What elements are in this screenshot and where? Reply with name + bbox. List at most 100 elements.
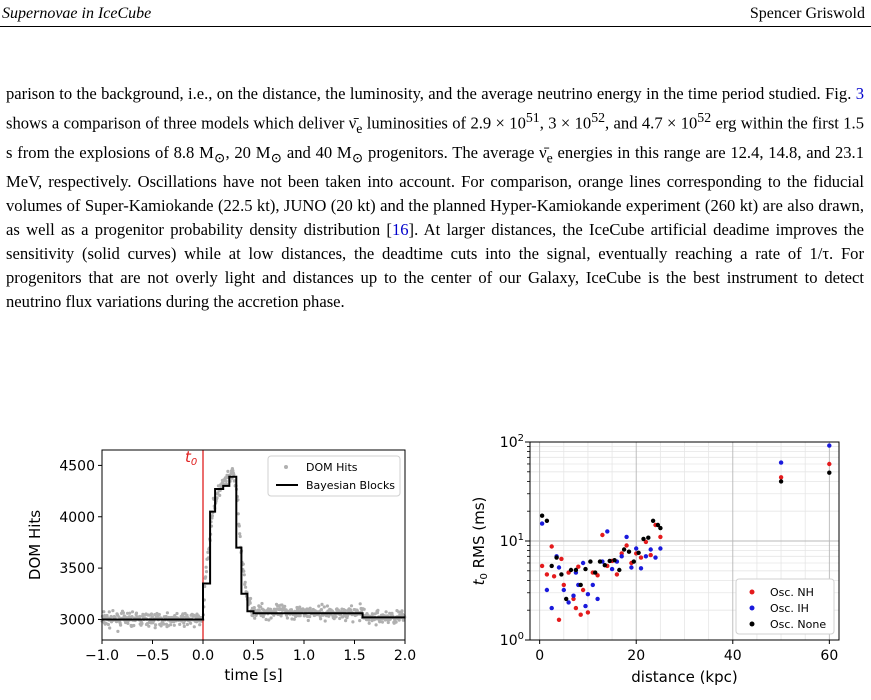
dom-hits-point xyxy=(358,619,362,623)
dom-hits-point xyxy=(210,514,214,518)
dom-hits-point xyxy=(204,570,209,574)
legend-bayesian-blocks: Bayesian Blocks xyxy=(306,479,395,492)
dom-hits-point xyxy=(119,623,123,627)
data-point xyxy=(549,544,554,549)
dom-hits-point xyxy=(113,615,117,619)
data-point xyxy=(617,567,622,573)
data-point xyxy=(559,556,564,562)
dom-hits-point xyxy=(189,621,193,625)
dom-hits-point xyxy=(367,618,371,622)
data-point xyxy=(607,558,612,564)
dom-hits-point xyxy=(138,614,142,619)
dom-hits-point xyxy=(322,605,326,609)
data-point xyxy=(658,546,663,551)
dom-hits-point xyxy=(280,603,284,607)
x-tick-label: 60 xyxy=(820,648,838,664)
data-point xyxy=(593,570,598,575)
data-point xyxy=(605,529,610,534)
legend-marker xyxy=(749,605,755,611)
dom-hits-point xyxy=(218,493,222,497)
y-axis-label: t0 RMS (ms) xyxy=(470,497,490,586)
dom-hits-point xyxy=(269,616,273,620)
dom-hits-point xyxy=(242,573,246,577)
dom-hits-point xyxy=(149,612,154,616)
dom-hits-point xyxy=(238,532,242,536)
dom-hits-point xyxy=(367,621,371,625)
dom-hits-point xyxy=(243,580,247,584)
data-point xyxy=(585,610,591,615)
dom-hits-point xyxy=(294,614,299,618)
y-tick-label: 101 xyxy=(500,532,524,550)
dom-hits-point xyxy=(397,618,401,622)
dom-hits-point xyxy=(157,612,161,617)
data-point xyxy=(539,513,545,518)
legend-entry: Osc. IH xyxy=(770,602,809,615)
dom-hits-point xyxy=(260,601,264,606)
dom-hits-point xyxy=(232,473,236,477)
dom-hits-point xyxy=(198,623,202,627)
dom-hits-point xyxy=(285,616,289,620)
dom-hits-point xyxy=(320,602,324,606)
dom-hits-point xyxy=(278,607,282,611)
dom-hits-point xyxy=(283,604,287,608)
data-point xyxy=(600,532,605,538)
dom-hits-point xyxy=(196,614,200,618)
dom-hits-point xyxy=(107,610,111,614)
y-tick-label: 102 xyxy=(500,433,524,451)
data-point xyxy=(544,587,550,593)
dom-hits-point xyxy=(252,606,256,610)
data-point xyxy=(556,617,562,622)
dom-hits-point xyxy=(130,615,134,619)
dom-hits-point xyxy=(344,619,348,623)
dom-hits-point xyxy=(257,608,261,612)
y-tick-label: 100 xyxy=(500,631,524,649)
data-point xyxy=(580,560,586,566)
data-point xyxy=(648,552,653,558)
t0-rms-figure: 0 20 40 60 100 101 102 distance (kpc) t0 RMS (ms… xyxy=(440,428,871,695)
dom-hits-point xyxy=(106,622,110,627)
data-point xyxy=(580,587,586,593)
dom-hits-point xyxy=(130,610,135,614)
data-point xyxy=(559,572,564,577)
header-title: Supernovae in IceCube xyxy=(2,5,152,22)
data-point xyxy=(636,550,641,555)
x-tick-label: 20 xyxy=(627,648,645,664)
dom-hits-point xyxy=(380,620,384,624)
dom-hits-point xyxy=(182,621,186,625)
dom-hits-point xyxy=(164,614,168,619)
dom-hits-point xyxy=(259,605,263,609)
y-axis-label: DOM Hits xyxy=(26,510,44,580)
data-point xyxy=(778,479,784,484)
y-tick-label: 3500 xyxy=(59,561,95,577)
dom-hits-point xyxy=(338,616,342,621)
data-point xyxy=(624,534,629,540)
dom-hits-point xyxy=(231,469,235,473)
dom-hits-point xyxy=(323,619,327,623)
body-paragraph: parison to the background, i.e., on the … xyxy=(6,84,865,312)
data-point xyxy=(544,572,550,577)
dom-hits-point xyxy=(108,626,112,630)
data-point xyxy=(631,559,636,564)
dom-hits-point xyxy=(215,496,219,500)
dom-hits-point xyxy=(147,624,151,628)
dom-hits-point xyxy=(121,611,125,615)
data-point xyxy=(653,555,658,560)
figure-reference-link[interactable]: 3 xyxy=(855,84,864,103)
data-point xyxy=(554,555,559,560)
dom-hits-point xyxy=(175,611,179,616)
dom-hits-point xyxy=(358,602,362,606)
dom-hits-point xyxy=(384,610,388,614)
dom-hits-point xyxy=(140,621,144,626)
y-tick-label: 3000 xyxy=(59,612,95,628)
dom-hits-point xyxy=(308,606,312,610)
dom-hits-point xyxy=(128,611,132,615)
data-point xyxy=(650,518,656,523)
dom-hits-point xyxy=(349,604,354,608)
dom-hits-point xyxy=(134,611,139,615)
citation-link[interactable]: 16 xyxy=(391,220,409,240)
data-point xyxy=(638,566,644,571)
data-point xyxy=(778,460,784,465)
dom-hits-point xyxy=(298,605,302,609)
data-point xyxy=(595,596,600,602)
data-point xyxy=(658,534,663,540)
